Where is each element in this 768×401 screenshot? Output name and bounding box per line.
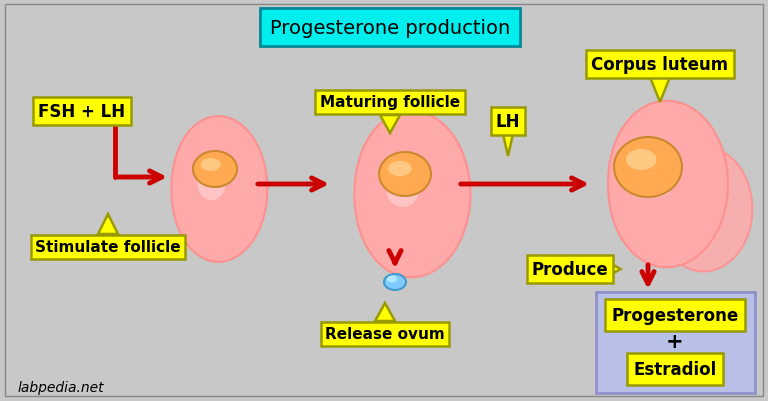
- Polygon shape: [608, 101, 728, 267]
- Text: LH: LH: [496, 113, 520, 131]
- Ellipse shape: [614, 138, 682, 198]
- Polygon shape: [375, 303, 395, 321]
- Polygon shape: [682, 188, 711, 219]
- Ellipse shape: [384, 274, 406, 290]
- Ellipse shape: [387, 276, 397, 283]
- Text: Stimulate follicle: Stimulate follicle: [35, 240, 180, 255]
- Polygon shape: [354, 111, 470, 277]
- Ellipse shape: [200, 159, 220, 171]
- Text: +: +: [666, 331, 684, 351]
- Ellipse shape: [388, 161, 412, 177]
- Polygon shape: [386, 166, 421, 207]
- FancyBboxPatch shape: [5, 5, 763, 396]
- FancyBboxPatch shape: [596, 292, 755, 393]
- Polygon shape: [657, 147, 753, 272]
- Ellipse shape: [626, 150, 657, 170]
- Polygon shape: [641, 156, 677, 197]
- Polygon shape: [380, 116, 400, 134]
- Polygon shape: [197, 164, 226, 201]
- Text: FSH + LH: FSH + LH: [38, 103, 125, 121]
- Polygon shape: [171, 117, 267, 262]
- Polygon shape: [650, 78, 670, 103]
- Polygon shape: [604, 260, 621, 278]
- Text: labpedia.net: labpedia.net: [18, 380, 104, 394]
- Text: Estradiol: Estradiol: [634, 360, 717, 378]
- Text: Corpus luteum: Corpus luteum: [591, 56, 729, 74]
- Text: Release ovum: Release ovum: [325, 327, 445, 342]
- Text: Maturing follicle: Maturing follicle: [320, 95, 460, 110]
- Ellipse shape: [379, 153, 431, 196]
- Polygon shape: [503, 135, 513, 157]
- Text: Progesterone: Progesterone: [611, 306, 739, 324]
- Polygon shape: [98, 215, 118, 235]
- Text: Produce: Produce: [531, 260, 608, 278]
- Text: Progesterone production: Progesterone production: [270, 18, 510, 37]
- Ellipse shape: [193, 152, 237, 188]
